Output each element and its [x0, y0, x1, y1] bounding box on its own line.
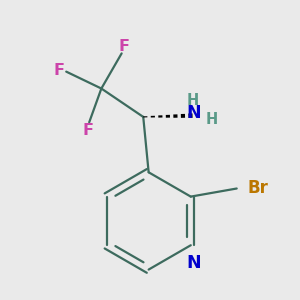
Text: F: F [54, 63, 65, 78]
Text: N: N [186, 104, 200, 122]
Text: H: H [205, 112, 218, 127]
Text: H: H [187, 92, 200, 107]
Text: N: N [186, 254, 201, 272]
Text: F: F [82, 123, 93, 138]
Text: Br: Br [248, 179, 268, 197]
Text: F: F [119, 39, 130, 54]
